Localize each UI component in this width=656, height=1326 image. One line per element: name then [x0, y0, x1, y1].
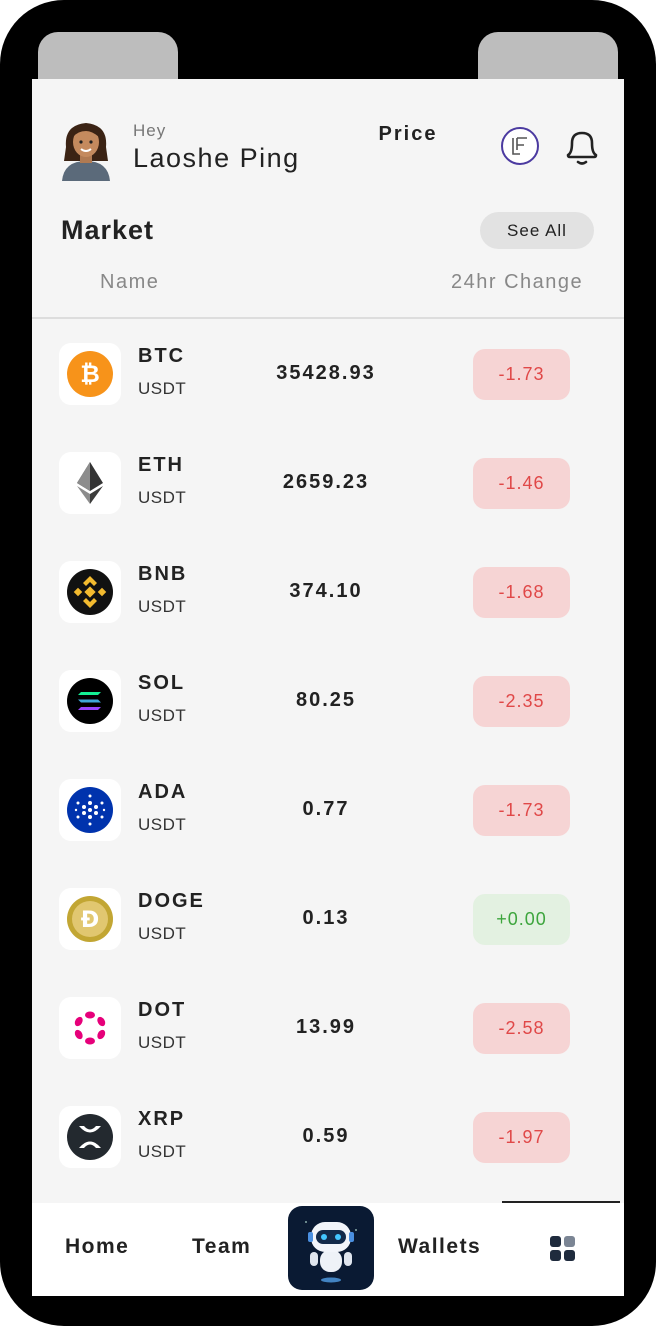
coin-quote: USDT	[138, 706, 187, 725]
nav-team[interactable]: Team	[192, 1235, 252, 1258]
header-divider	[32, 317, 624, 319]
avatar[interactable]	[58, 117, 114, 181]
solana-icon	[59, 670, 121, 732]
phone-ear-left	[38, 32, 178, 84]
coin-price: 0.77	[302, 798, 350, 820]
coin-symbol: ETH	[138, 454, 184, 476]
greeting-text: Hey	[133, 121, 167, 140]
coin-quote: USDT	[138, 597, 187, 616]
coin-row-ada[interactable]: ADA USDT 0.77 -1.73	[32, 754, 624, 863]
svg-text:₿: ₿	[80, 360, 100, 388]
column-header-name: Name	[100, 271, 160, 293]
coin-change-badge: -1.73	[473, 785, 570, 836]
svg-text:Ð: Ð	[81, 908, 99, 933]
bottom-nav: Home Team Wallets	[32, 1203, 624, 1296]
cardano-icon	[59, 779, 121, 841]
coin-row-sol[interactable]: SOL USDT 80.25 -2.35	[32, 645, 624, 754]
coin-quote: USDT	[138, 379, 187, 398]
coin-change-badge: -1.97	[473, 1112, 570, 1163]
coin-price: 35428.93	[276, 362, 376, 384]
coin-row-btc[interactable]: ₿ BTC USDT 35428.93 -1.73	[32, 318, 624, 427]
coin-symbol: BTC	[138, 345, 186, 367]
column-header-price: Price	[378, 123, 438, 145]
coin-symbol: ADA	[138, 781, 188, 803]
coin-change-badge: -1.73	[473, 349, 570, 400]
xrp-icon	[59, 1106, 121, 1168]
notification-bell-icon[interactable]	[562, 127, 602, 171]
coin-symbol: DOGE	[138, 890, 205, 912]
coin-quote: USDT	[138, 488, 187, 507]
app-screen: Hey Laoshe Ping Market See All Name Pric…	[32, 79, 624, 1296]
coin-symbol: DOT	[138, 999, 187, 1021]
user-name: Laoshe Ping	[133, 143, 300, 173]
coin-row-doge[interactable]: Ð DOGE USDT 0.13 +0.00	[32, 863, 624, 972]
coin-row-bnb[interactable]: BNB USDT 374.10 -1.68	[32, 536, 624, 645]
coin-row-xrp[interactable]: XRP USDT 0.59 -1.97	[32, 1081, 624, 1190]
robot-assistant-button[interactable]	[288, 1206, 374, 1290]
coin-price: 2659.23	[282, 471, 370, 493]
brand-logo-icon[interactable]	[501, 127, 539, 165]
market-title: Market	[61, 215, 155, 245]
coin-price: 80.25	[295, 689, 357, 711]
coin-change-badge: -2.58	[473, 1003, 570, 1054]
coin-quote: USDT	[138, 815, 187, 834]
nav-home[interactable]: Home	[65, 1235, 130, 1258]
coin-change-badge: -2.35	[473, 676, 570, 727]
coin-price: 374.10	[289, 580, 363, 602]
bitcoin-icon: ₿	[59, 343, 121, 405]
coin-change-badge: -1.46	[473, 458, 570, 509]
dogecoin-icon: Ð	[59, 888, 121, 950]
robot-icon	[305, 1221, 357, 1283]
phone-ear-right	[478, 32, 618, 84]
coin-symbol: BNB	[138, 563, 188, 585]
coin-symbol: XRP	[138, 1108, 186, 1130]
coin-price: 0.13	[302, 907, 350, 929]
coin-change-badge: -1.68	[473, 567, 570, 618]
coin-change-badge: +0.00	[473, 894, 570, 945]
coin-price: 13.99	[295, 1016, 357, 1038]
coin-row-eth[interactable]: ETH USDT 2659.23 -1.46	[32, 427, 624, 536]
coin-symbol: SOL	[138, 672, 186, 694]
ethereum-icon	[59, 452, 121, 514]
coin-quote: USDT	[138, 1142, 187, 1161]
coin-row-dot[interactable]: DOT USDT 13.99 -2.58	[32, 972, 624, 1081]
nav-wallets[interactable]: Wallets	[398, 1235, 482, 1258]
bnb-icon	[59, 561, 121, 623]
coin-quote: USDT	[138, 924, 187, 943]
column-header-change: 24hr Change	[451, 271, 584, 293]
coin-quote: USDT	[138, 1033, 187, 1052]
grid-menu-icon[interactable]	[550, 1236, 578, 1264]
nav-active-indicator	[502, 1201, 620, 1203]
see-all-button[interactable]: See All	[480, 212, 594, 249]
coin-price: 0.59	[302, 1125, 350, 1147]
polkadot-icon	[59, 997, 121, 1059]
